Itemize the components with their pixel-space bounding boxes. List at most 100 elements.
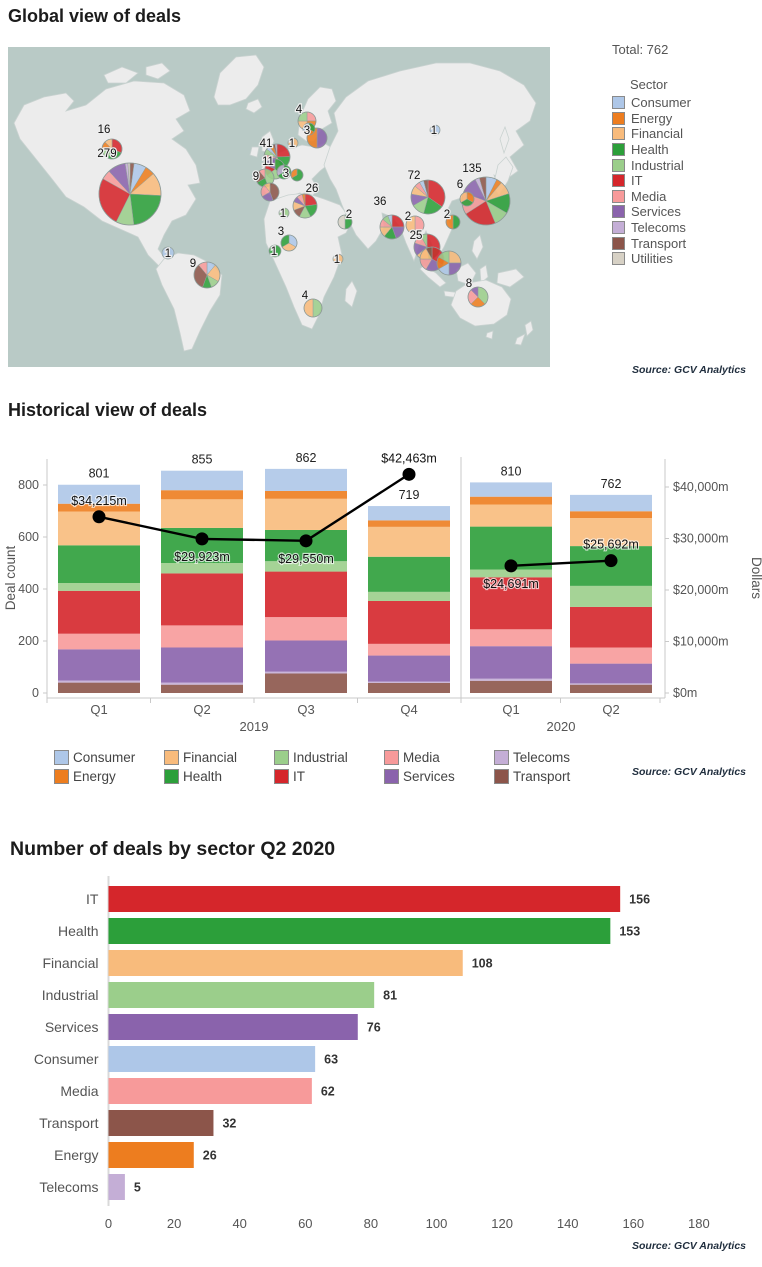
- hbar-bar-services[interactable]: [108, 1014, 358, 1040]
- bar-segment-Media[interactable]: [161, 625, 243, 648]
- map-pie-1[interactable]: [332, 253, 344, 265]
- hist-legend-item-transport[interactable]: Transport: [494, 767, 604, 786]
- bar-segment-Services[interactable]: [265, 640, 347, 672]
- bar-segment-Media[interactable]: [470, 629, 552, 647]
- hbar-bar-it[interactable]: [108, 886, 621, 912]
- hist-legend-item-financial[interactable]: Financial: [164, 748, 274, 767]
- bar-segment-Energy[interactable]: [570, 511, 652, 519]
- hist-legend-item-telecoms[interactable]: Telecoms: [494, 748, 604, 767]
- bar-segment-IT[interactable]: [265, 571, 347, 618]
- map-legend-item-energy[interactable]: Energy: [612, 111, 760, 127]
- pie-slice-Financial[interactable]: [332, 253, 344, 265]
- map-legend-item-services[interactable]: Services: [612, 204, 760, 220]
- bar-segment-IT[interactable]: [470, 577, 552, 630]
- bar-segment-Telecoms[interactable]: [570, 683, 652, 685]
- bar-segment-Energy[interactable]: [470, 496, 552, 505]
- map-pie-1[interactable]: [268, 244, 282, 258]
- hbar-bar-telecoms[interactable]: [108, 1174, 125, 1200]
- pie-slice-Consumer[interactable]: [161, 246, 175, 260]
- pie-slice-Consumer[interactable]: [429, 124, 441, 136]
- hbar-bar-media[interactable]: [108, 1078, 312, 1104]
- bar-segment-Services[interactable]: [368, 655, 450, 682]
- bar-segment-Telecoms[interactable]: [58, 680, 140, 683]
- bar-segment-Services[interactable]: [58, 649, 140, 681]
- hbar-bar-financial[interactable]: [108, 950, 463, 976]
- bar-segment-Industrial[interactable]: [368, 591, 450, 601]
- bar-segment-Services[interactable]: [470, 646, 552, 679]
- line-point[interactable]: [92, 510, 106, 524]
- bar-segment-Financial[interactable]: [368, 526, 450, 557]
- bar-segment-Energy[interactable]: [265, 490, 347, 499]
- hbar-bar-energy[interactable]: [108, 1142, 194, 1168]
- bar-segment-Consumer[interactable]: [470, 482, 552, 497]
- pie-slice-Financial[interactable]: [287, 137, 299, 149]
- bar-segment-Telecoms[interactable]: [265, 671, 347, 674]
- bar-segment-Health[interactable]: [58, 545, 140, 584]
- map-pie-135[interactable]: [461, 176, 511, 226]
- map-pie-1[interactable]: [161, 246, 175, 260]
- bar-segment-Services[interactable]: [161, 647, 243, 683]
- bar-segment-Industrial[interactable]: [58, 583, 140, 591]
- bar-segment-Media[interactable]: [58, 633, 140, 650]
- hist-legend-item-it[interactable]: IT: [274, 767, 384, 786]
- hbar-bar-health[interactable]: [108, 918, 611, 944]
- map-legend-item-telecoms[interactable]: Telecoms: [612, 220, 760, 236]
- map-legend-item-it[interactable]: IT: [612, 173, 760, 189]
- map-pie-2[interactable]: [337, 214, 353, 230]
- bar-segment-Consumer[interactable]: [368, 506, 450, 521]
- line-point[interactable]: [299, 534, 313, 548]
- historical-chart[interactable]: 0 200 400 600 800 $0m $10,000m $20,000m $30,000m…: [0, 443, 762, 739]
- bar-segment-Transport[interactable]: [265, 673, 347, 694]
- bar-segment-Transport[interactable]: [470, 680, 552, 693]
- bar-segment-Telecoms[interactable]: [368, 681, 450, 683]
- map-pie-16[interactable]: [101, 138, 123, 160]
- bar-segment-Transport[interactable]: [368, 682, 450, 693]
- bar-segment-Industrial[interactable]: [161, 563, 243, 574]
- bar-segment-Media[interactable]: [368, 643, 450, 656]
- hist-legend-item-consumer[interactable]: Consumer: [54, 748, 164, 767]
- map-pie-3[interactable]: [276, 164, 292, 180]
- map-pie-6[interactable]: [459, 191, 475, 207]
- map-pie-279[interactable]: [98, 162, 162, 226]
- hbar-bar-consumer[interactable]: [108, 1046, 316, 1072]
- bar-segment-IT[interactable]: [58, 590, 140, 634]
- map-legend-item-health[interactable]: Health: [612, 142, 760, 158]
- hist-legend-item-industrial[interactable]: Industrial: [274, 748, 384, 767]
- sector-bar-chart[interactable]: IT 156 Health 153 Financial 108 Industrial 81 Se…: [0, 868, 762, 1240]
- bar-segment-Energy[interactable]: [58, 503, 140, 512]
- bar-segment-Transport[interactable]: [58, 682, 140, 693]
- map-legend-item-transport[interactable]: Transport: [612, 235, 760, 251]
- bar-segment-Industrial[interactable]: [265, 561, 347, 572]
- bar-segment-IT[interactable]: [570, 606, 652, 648]
- bar-segment-Financial[interactable]: [265, 498, 347, 530]
- line-point[interactable]: [402, 467, 416, 481]
- map-pie-1[interactable]: [278, 207, 290, 219]
- map-pie-2[interactable]: [445, 214, 461, 230]
- bar-segment-Media[interactable]: [265, 617, 347, 641]
- bar-segment-Consumer[interactable]: [161, 470, 243, 491]
- bar-segment-Telecoms[interactable]: [161, 682, 243, 685]
- bar-segment-Consumer[interactable]: [265, 468, 347, 491]
- map-pie-1[interactable]: [287, 137, 299, 149]
- bar-segment-Energy[interactable]: [368, 520, 450, 527]
- bar-segment-Financial[interactable]: [470, 504, 552, 527]
- map-pie[interactable]: [436, 250, 462, 276]
- map-pie[interactable]: [290, 168, 304, 182]
- hbar-bar-industrial[interactable]: [108, 982, 375, 1008]
- pie-slice-Health[interactable]: [268, 244, 282, 258]
- map-pie-26[interactable]: [292, 193, 318, 219]
- bar-segment-Telecoms[interactable]: [470, 678, 552, 681]
- map-legend-item-industrial[interactable]: Industrial: [612, 157, 760, 173]
- map-legend-item-media[interactable]: Media: [612, 189, 760, 205]
- map-pie-9[interactable]: [193, 261, 221, 289]
- map-pie-36[interactable]: [379, 214, 405, 240]
- bar-segment-Financial[interactable]: [570, 518, 652, 547]
- bar-segment-Media[interactable]: [570, 647, 652, 664]
- hist-legend-item-energy[interactable]: Energy: [54, 767, 164, 786]
- bar-segment-Services[interactable]: [570, 663, 652, 684]
- bar-segment-Transport[interactable]: [161, 684, 243, 693]
- bar-segment-Consumer[interactable]: [58, 484, 140, 504]
- map-legend-item-utilities[interactable]: Utilities: [612, 251, 760, 267]
- bar-segment-Health[interactable]: [368, 556, 450, 592]
